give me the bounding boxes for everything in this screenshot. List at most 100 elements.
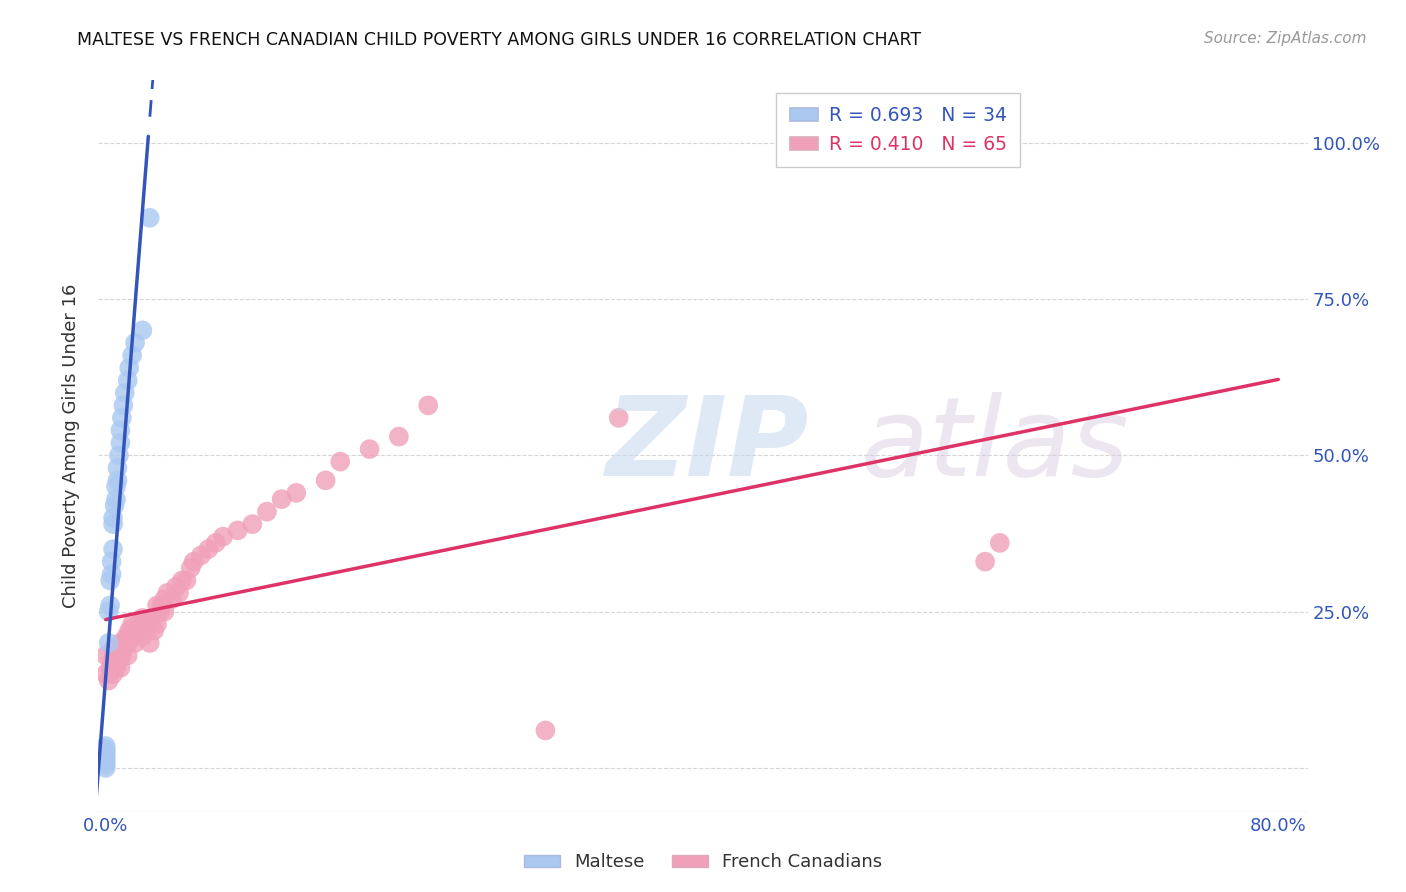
Point	[101, 642, 124, 657]
Point	[149, 605, 172, 619]
Point	[94, 748, 117, 763]
Point	[107, 655, 129, 669]
Point	[98, 574, 121, 588]
Text: atlas: atlas	[860, 392, 1129, 500]
Point	[138, 617, 160, 632]
Point	[114, 636, 136, 650]
Point	[110, 435, 132, 450]
Point	[94, 761, 117, 775]
Point	[117, 373, 139, 387]
Point	[176, 574, 198, 588]
Point	[111, 648, 134, 663]
Point	[226, 524, 249, 538]
Point	[143, 624, 166, 638]
Point	[105, 661, 128, 675]
Point	[607, 410, 630, 425]
Point	[150, 599, 173, 613]
Point	[124, 335, 146, 350]
Point	[359, 442, 381, 457]
Point	[94, 667, 117, 681]
Text: MALTESE VS FRENCH CANADIAN CHILD POVERTY AMONG GIRLS UNDER 16 CORRELATION CHART: MALTESE VS FRENCH CANADIAN CHILD POVERTY…	[77, 31, 921, 49]
Point	[134, 617, 156, 632]
Point	[329, 455, 352, 469]
Point	[115, 630, 138, 644]
Point	[100, 655, 122, 669]
Point	[100, 555, 122, 569]
Point	[974, 555, 997, 569]
Point	[988, 536, 1011, 550]
Point	[101, 667, 124, 681]
Point	[94, 755, 117, 769]
Point	[121, 348, 143, 362]
Point	[180, 561, 202, 575]
Point	[94, 742, 117, 756]
Point	[146, 617, 169, 632]
Point	[103, 648, 125, 663]
Point	[153, 592, 176, 607]
Point	[131, 630, 153, 644]
Point	[146, 599, 169, 613]
Point	[315, 474, 337, 488]
Point	[153, 605, 176, 619]
Point	[98, 599, 121, 613]
Point	[117, 636, 139, 650]
Point	[270, 492, 292, 507]
Point	[124, 624, 146, 638]
Point	[418, 398, 440, 412]
Point	[101, 511, 124, 525]
Point	[118, 360, 141, 375]
Legend: R = 0.693   N = 34, R = 0.410   N = 65: R = 0.693 N = 34, R = 0.410 N = 65	[776, 94, 1021, 167]
Point	[94, 751, 117, 765]
Point	[204, 536, 226, 550]
Point	[94, 648, 117, 663]
Point	[112, 642, 135, 657]
Point	[138, 211, 160, 225]
Point	[97, 605, 120, 619]
Point	[212, 530, 235, 544]
Point	[170, 574, 193, 588]
Point	[112, 398, 135, 412]
Point	[105, 492, 128, 507]
Point	[190, 549, 212, 563]
Point	[165, 580, 187, 594]
Point	[160, 592, 183, 607]
Point	[101, 517, 124, 532]
Point	[110, 661, 132, 675]
Point	[117, 648, 139, 663]
Point	[131, 611, 153, 625]
Point	[107, 474, 129, 488]
Point	[97, 636, 120, 650]
Point	[110, 636, 132, 650]
Point	[120, 630, 142, 644]
Point	[94, 757, 117, 772]
Point	[111, 410, 134, 425]
Point	[167, 586, 190, 600]
Point	[142, 611, 165, 625]
Point	[128, 624, 150, 638]
Point	[121, 617, 143, 632]
Point	[118, 624, 141, 638]
Point	[108, 449, 131, 463]
Point	[94, 739, 117, 753]
Point	[240, 517, 263, 532]
Point	[101, 542, 124, 557]
Point	[103, 499, 125, 513]
Point	[94, 745, 117, 759]
Point	[114, 385, 136, 400]
Point	[138, 636, 160, 650]
Point	[256, 505, 278, 519]
Point	[108, 642, 131, 657]
Legend: Maltese, French Canadians: Maltese, French Canadians	[516, 847, 890, 879]
Point	[127, 617, 149, 632]
Point	[107, 461, 129, 475]
Point	[156, 586, 179, 600]
Point	[534, 723, 557, 738]
Point	[388, 429, 411, 443]
Point	[100, 567, 122, 582]
Point	[105, 480, 128, 494]
Point	[124, 636, 146, 650]
Point	[285, 486, 308, 500]
Point	[97, 673, 120, 688]
Point	[197, 542, 219, 557]
Point	[110, 423, 132, 437]
